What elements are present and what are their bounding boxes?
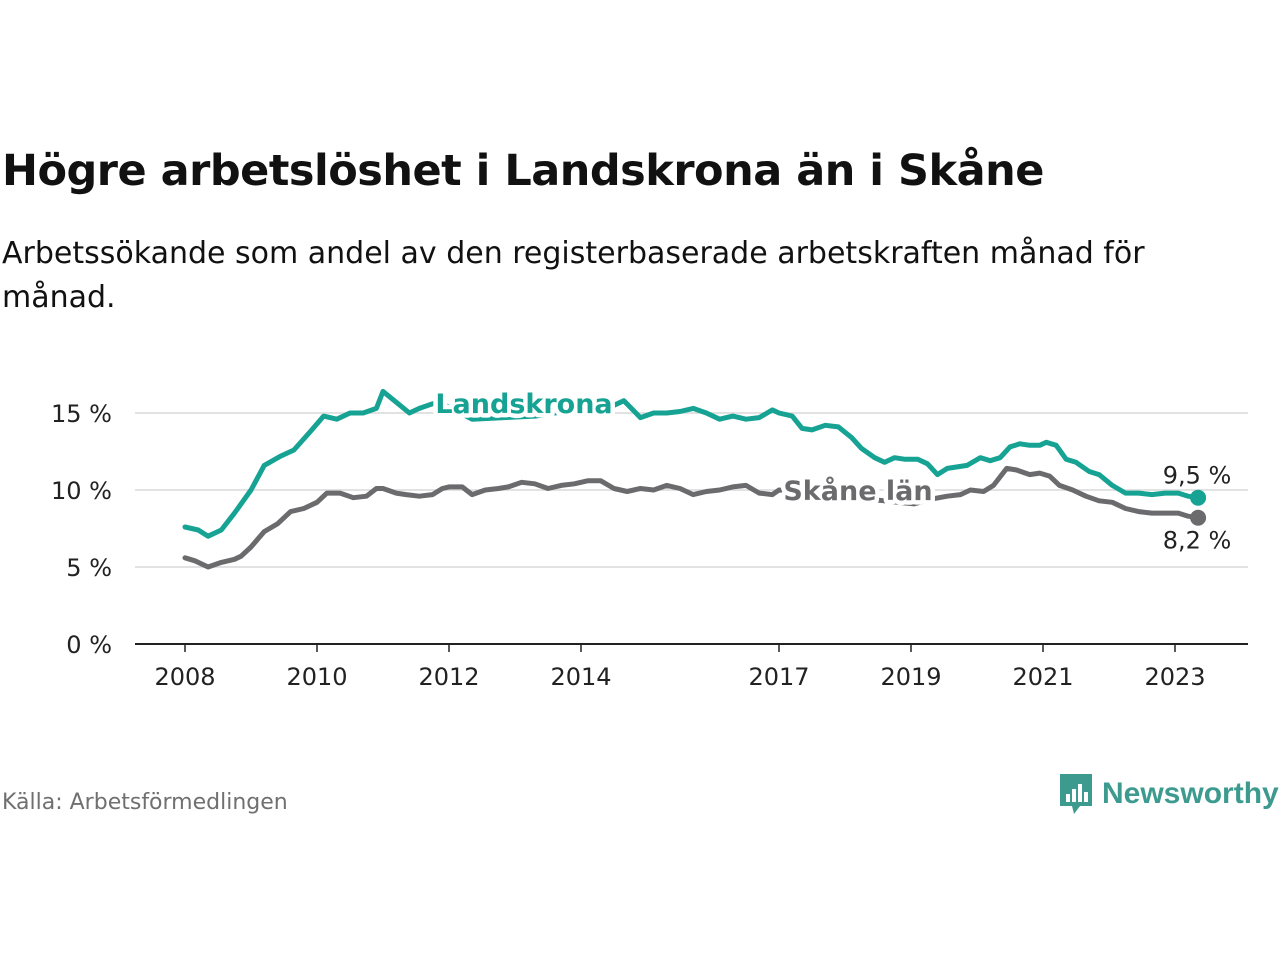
y-tick-label: 0 %: [66, 631, 112, 659]
x-tick-label: 2017: [748, 663, 809, 691]
x-tick-label: 2014: [550, 663, 611, 691]
chart-title: Högre arbetslöshet i Landskrona än i Skå…: [2, 146, 1044, 196]
brand-logo[interactable]: Newsworthy: [1058, 772, 1279, 816]
x-tick-label: 2021: [1012, 663, 1073, 691]
series-label-skane: Skåne län: [783, 475, 932, 507]
series-line-skane: [182, 465, 1201, 570]
series-lines: [182, 388, 1207, 570]
series-end-point: [1190, 489, 1207, 506]
y-tick-label: 5 %: [66, 554, 112, 582]
end-value-label-landskrona: 9,5 %: [1163, 462, 1232, 490]
x-axis-ticks: 2008 2010 2012 2014 2017 2019 2021 2023: [154, 644, 1206, 691]
y-tick-label: 10 %: [51, 477, 112, 505]
brand-name: Newsworthy: [1102, 777, 1279, 810]
x-tick-label: 2019: [880, 663, 941, 691]
chart-subtitle: Arbetssökande som andel av den registerb…: [2, 236, 1145, 315]
end-value-label-skane: 8,2 %: [1163, 527, 1232, 555]
x-tick-label: 2023: [1144, 663, 1205, 691]
x-tick-label: 2012: [418, 663, 479, 691]
x-tick-label: 2008: [154, 663, 215, 691]
series-end-point: [1190, 509, 1207, 526]
gridlines: [135, 412, 1248, 568]
newsworthy-logo-icon: [1060, 774, 1092, 814]
x-tick-label: 2010: [286, 663, 347, 691]
line-chart: 0 %5 %10 %15 % 2008 2010 2012 2014 2017 2019 2…: [51, 384, 1248, 691]
source-note: Källa: Arbetsförmedlingen: [2, 790, 288, 815]
series-label-landskrona: Landskrona: [435, 389, 612, 420]
series-line-landskrona: [182, 388, 1201, 539]
series-labels: Landskrona Skåne län 9,5 % 8,2 %: [431, 384, 1232, 555]
y-tick-label: 15 %: [51, 400, 112, 428]
y-axis-ticks: 0 % 5 % 10 % 15 %: [51, 400, 112, 659]
